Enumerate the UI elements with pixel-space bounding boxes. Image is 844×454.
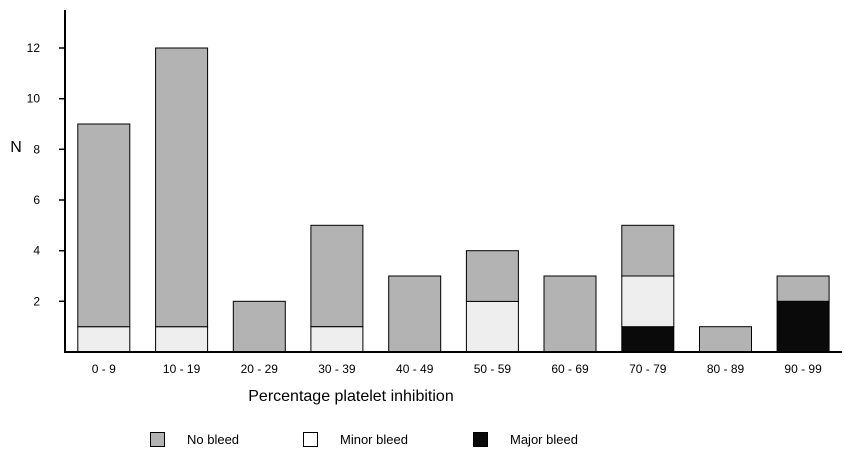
x-tick-label: 30 - 39	[318, 362, 356, 376]
legend-item-major-bleed: Major bleed	[473, 432, 578, 447]
x-axis-title: Percentage platelet inhibition	[248, 388, 453, 405]
legend-swatch-minor-bleed	[303, 432, 318, 447]
x-tick-label: 70 - 79	[629, 362, 667, 376]
bar-no-bleed-10-19	[155, 47, 209, 328]
y-tick-label: 4	[33, 244, 40, 258]
legend-label-minor-bleed: Minor bleed	[340, 432, 408, 447]
legend-swatch-no-bleed	[150, 432, 165, 447]
y-tick-label: 8	[33, 142, 40, 156]
y-tick-label: 2	[33, 294, 40, 308]
y-axis-title: N	[10, 139, 22, 156]
y-tick-label: 10	[27, 92, 41, 106]
y-tick-label: 6	[33, 193, 40, 207]
bar-no-bleed-0-9	[77, 123, 131, 328]
x-tick-label: 50 - 59	[474, 362, 512, 376]
x-tick-label: 40 - 49	[396, 362, 434, 376]
bar-no-bleed-60-69	[543, 275, 597, 353]
legend-item-no-bleed: No bleed	[150, 432, 239, 447]
legend-item-minor-bleed: Minor bleed	[303, 432, 408, 447]
legend-label-no-bleed: No bleed	[187, 432, 240, 447]
bar-no-bleed-50-59	[465, 250, 519, 302]
bar-no-bleed-20-29	[232, 300, 286, 353]
x-axis-ticks: 0 - 9 10 - 19 20 - 29 30 - 39 40 - 49 50 - 59…	[92, 362, 822, 376]
bar-minor-bleed-10-19	[155, 326, 209, 353]
bar-no-bleed-70-79	[621, 224, 675, 277]
legend-swatch-major-bleed	[473, 432, 488, 447]
x-tick-label: 80 - 89	[707, 362, 745, 376]
bar-major-bleed-90-99	[776, 300, 830, 353]
x-tick-label: 90 - 99	[784, 362, 822, 376]
x-tick-label: 10 - 19	[163, 362, 201, 376]
bar-no-bleed-30-39	[310, 224, 364, 328]
bar-minor-bleed-30-39	[310, 326, 364, 353]
bar-major-bleed-70-79	[621, 326, 675, 353]
bar-minor-bleed-50-59	[465, 300, 519, 353]
x-tick-label: 20 - 29	[241, 362, 279, 376]
x-tick-label: 60 - 69	[551, 362, 589, 376]
legend-label-major-bleed: Major bleed	[510, 432, 578, 447]
bar-minor-bleed-0-9	[77, 326, 131, 353]
bar-no-bleed-80-89	[699, 326, 752, 353]
bar-minor-bleed-70-79	[621, 275, 675, 328]
bar-area	[77, 47, 830, 353]
y-tick-label: 12	[27, 41, 41, 55]
x-tick-label: 0 - 9	[92, 362, 116, 376]
bar-no-bleed-90-99	[776, 275, 830, 302]
y-axis-ticks: 2 4 6 8 10 12	[27, 41, 65, 308]
bar-no-bleed-40-49	[388, 275, 442, 353]
legend: No bleed Minor bleed Major bleed	[0, 432, 844, 454]
